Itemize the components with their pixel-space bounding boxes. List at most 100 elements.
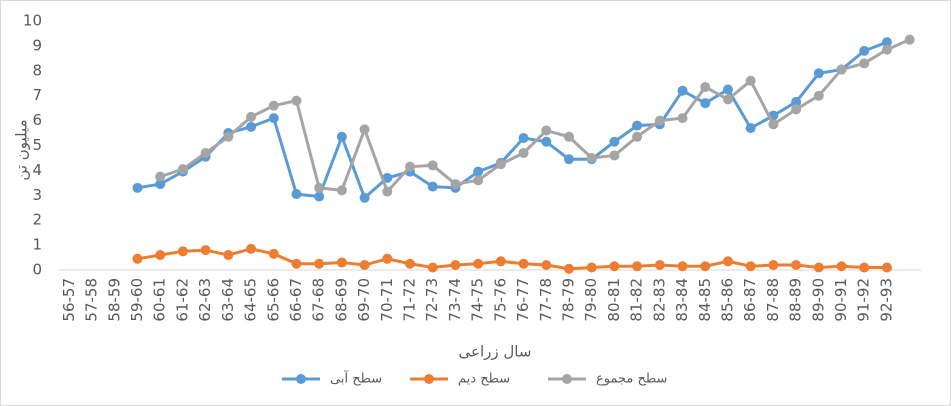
data-point <box>586 152 597 163</box>
data-point <box>904 34 915 45</box>
data-point <box>745 261 756 272</box>
x-tick-label: 74-75 <box>469 278 487 322</box>
x-tick-label: 59-60 <box>128 278 146 322</box>
x-tick-label: 73-74 <box>446 278 464 322</box>
x-tick-label: 61-62 <box>173 278 191 322</box>
data-point <box>246 111 257 122</box>
legend-marker <box>296 374 306 384</box>
x-tick-label: 79-80 <box>582 278 600 322</box>
data-point <box>745 75 756 86</box>
x-tick-label: 82-83 <box>650 278 668 322</box>
data-point <box>677 113 688 124</box>
y-tick-label: 10 <box>23 12 42 30</box>
data-point <box>200 245 211 256</box>
legend-marker <box>562 374 572 384</box>
data-point <box>177 164 188 175</box>
x-tick-label: 66-67 <box>287 278 305 322</box>
x-tick-label: 77-78 <box>537 278 555 322</box>
data-point <box>859 262 870 273</box>
x-tick-label: 86-87 <box>741 278 759 322</box>
data-point <box>722 256 733 267</box>
x-tick-label: 80-81 <box>605 278 623 322</box>
data-point <box>836 261 847 272</box>
y-tick-label: 2 <box>32 211 42 229</box>
data-point <box>563 131 574 142</box>
y-tick-label: 7 <box>32 86 42 104</box>
x-tick-label: 92-93 <box>877 278 895 322</box>
series-line <box>137 40 888 201</box>
data-point <box>677 85 688 96</box>
data-point <box>813 262 824 273</box>
data-point <box>382 253 393 264</box>
x-tick-label: 56-57 <box>60 278 78 322</box>
y-tick-label: 8 <box>32 61 42 79</box>
data-point <box>473 175 484 186</box>
y-tick-label: 6 <box>32 111 42 129</box>
data-point <box>791 104 802 115</box>
data-point <box>336 185 347 196</box>
x-tick-label: 57-58 <box>83 278 101 322</box>
x-tick-label: 91-92 <box>855 278 873 322</box>
data-point <box>881 262 892 273</box>
data-point <box>495 159 506 170</box>
data-point <box>700 81 711 92</box>
data-point <box>881 37 892 48</box>
data-point <box>654 260 665 271</box>
data-point <box>654 115 665 126</box>
x-tick-label: 68-69 <box>332 278 350 322</box>
y-tick-label: 3 <box>32 186 42 204</box>
data-point <box>359 124 370 135</box>
data-point <box>291 258 302 269</box>
y-tick-label: 5 <box>32 136 42 154</box>
x-tick-label: 69-70 <box>355 278 373 322</box>
data-point <box>314 258 325 269</box>
x-tick-label: 83-84 <box>673 278 691 322</box>
data-point <box>268 100 279 111</box>
data-point <box>813 90 824 101</box>
data-point <box>586 262 597 273</box>
x-tick-label: 78-79 <box>559 278 577 322</box>
data-point <box>563 263 574 274</box>
data-point <box>541 125 552 136</box>
data-point <box>836 64 847 75</box>
x-tick-label: 72-73 <box>423 278 441 322</box>
data-point <box>609 150 620 161</box>
data-point <box>246 243 257 254</box>
x-tick-label: 76-77 <box>514 278 532 322</box>
data-point <box>336 257 347 268</box>
y-tick-label: 4 <box>32 161 42 179</box>
data-point <box>359 192 370 203</box>
data-point <box>677 261 688 272</box>
data-point <box>314 182 325 193</box>
data-point <box>791 260 802 271</box>
data-point <box>427 181 438 192</box>
series-line <box>137 247 887 271</box>
legend-label: سطح آبی <box>330 370 382 387</box>
legend-label: سطح مجموع <box>596 372 667 387</box>
y-tick-label: 9 <box>32 36 42 54</box>
data-point <box>722 84 733 95</box>
data-point <box>722 94 733 105</box>
x-tick-label: 60-61 <box>151 278 169 322</box>
y-tick-label: 1 <box>32 236 42 254</box>
data-point <box>609 261 620 272</box>
data-point <box>405 161 416 172</box>
x-tick-label: 89-90 <box>809 278 827 322</box>
data-point <box>132 182 143 193</box>
legend-label: سطح دیم <box>458 372 510 387</box>
x-tick-label: 90-91 <box>832 278 850 322</box>
y-axis-title: میلیون تن <box>13 119 31 180</box>
data-point <box>473 258 484 269</box>
x-tick-label: 58-59 <box>105 278 123 322</box>
x-tick-label: 65-66 <box>264 278 282 322</box>
data-point <box>223 250 234 261</box>
x-tick-label: 84-85 <box>696 278 714 322</box>
x-tick-label: 67-68 <box>310 278 328 322</box>
data-point <box>177 246 188 257</box>
data-point <box>155 171 166 182</box>
data-point <box>246 121 257 132</box>
data-point <box>859 45 870 56</box>
data-point <box>745 123 756 134</box>
data-point <box>291 189 302 200</box>
